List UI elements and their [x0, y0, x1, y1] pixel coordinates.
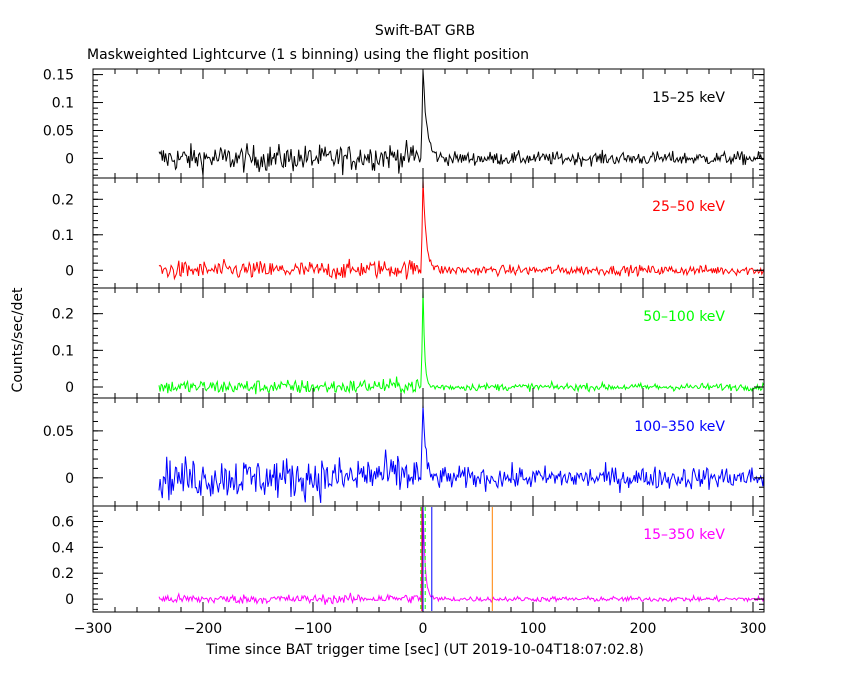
- band-label: 15–350 keV: [643, 527, 725, 543]
- panel-2: 0 0.1 0.2 25–50 keV: [52, 177, 765, 289]
- x-tick-label: 100: [520, 621, 547, 637]
- x-tick-label: −100: [294, 621, 332, 637]
- band-label: 15–25 keV: [652, 90, 725, 106]
- y-tick-label: 0.1: [52, 228, 74, 244]
- y-tick-label: 0: [65, 471, 74, 487]
- y-tick-label: 0.2: [52, 307, 74, 323]
- panel-frame: [92, 397, 765, 507]
- y-axis-label: Counts/sec/det: [10, 287, 26, 392]
- y-tick-label: 0.1: [52, 343, 74, 359]
- y-tick-label: 0.1: [52, 96, 74, 112]
- y-tick-label: 0.05: [43, 424, 74, 440]
- y-tick-label: 0: [65, 380, 74, 396]
- y-tick-label: 0.6: [52, 515, 74, 531]
- figure-subtitle: Maskweighted Lightcurve (1 s binning) us…: [87, 47, 529, 63]
- series-line: [158, 69, 765, 176]
- x-tick-label: −300: [74, 621, 112, 637]
- y-tick-label: 0.15: [43, 68, 74, 84]
- panel-4: 0 0.05 100–350 keV: [43, 397, 765, 507]
- band-label: 50–100 keV: [643, 309, 725, 325]
- y-tick-label: 0: [65, 592, 74, 608]
- panel-3: 0 0.1 0.2 50–100 keV: [52, 287, 765, 399]
- band-label: 100–350 keV: [634, 419, 725, 435]
- panel-1: 0 0.05 0.1 0.15 15–25 keV: [43, 68, 765, 179]
- panel-frame: [92, 505, 765, 613]
- series-line: [158, 178, 765, 281]
- x-tick-label: −200: [184, 621, 222, 637]
- x-tick-label: 0: [419, 621, 428, 637]
- series-line: [158, 288, 765, 395]
- x-tick-label: 200: [630, 621, 657, 637]
- figure-title: Swift-BAT GRB: [375, 23, 475, 39]
- y-tick-label: 0.05: [43, 123, 74, 139]
- series-line: [158, 507, 765, 605]
- panels-group: 0 0.05 0.1 0.15 15–25 keV 0 0.1 0.2 25–50 keV 0 0.…: [43, 68, 767, 637]
- y-tick-label: 0: [65, 151, 74, 167]
- y-tick-label: 0.2: [52, 566, 74, 582]
- series-line: [158, 404, 765, 504]
- x-tick-label: 300: [740, 621, 767, 637]
- panel-5: 0 0.2 0.4 0.6 15–350 keV: [52, 505, 765, 613]
- panel-frame: [92, 68, 765, 179]
- panel-frame: [92, 287, 765, 399]
- band-label: 25–50 keV: [652, 199, 725, 215]
- y-tick-label: 0.4: [52, 540, 74, 556]
- y-tick-label: 0.2: [52, 192, 74, 208]
- y-tick-label: 0: [65, 263, 74, 279]
- x-axis-label: Time since BAT trigger time [sec] (UT 20…: [205, 642, 644, 658]
